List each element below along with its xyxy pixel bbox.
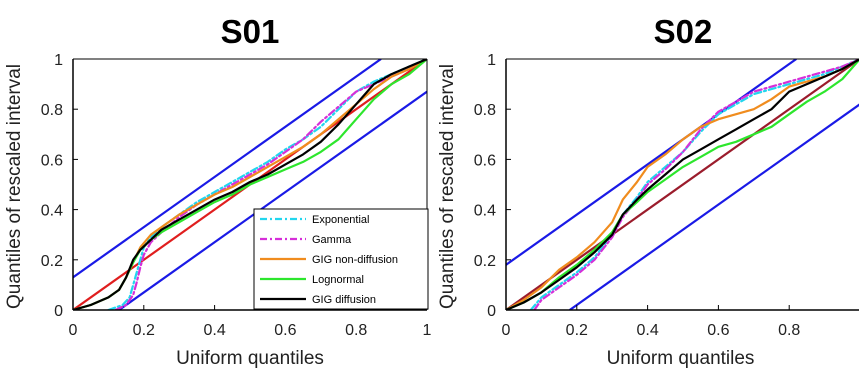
- series-line-gig-diffusion: [73, 59, 427, 310]
- x-tick-label: 0: [69, 322, 78, 339]
- y-tick-label: 0.6: [41, 152, 63, 169]
- reference-line-lower-bound: [118, 90, 427, 310]
- x-tick-label: 0.4: [203, 322, 225, 339]
- x-tick-label: 0.4: [636, 322, 658, 339]
- legend-label-gig-diffusion: GIG diffusion: [312, 294, 376, 306]
- x-tick-label: 0.2: [133, 322, 155, 339]
- y-tick-label: 1: [487, 52, 496, 69]
- x-axis-label: Uniform quantiles: [607, 348, 755, 369]
- y-tick-label: 0.4: [474, 203, 496, 220]
- series-line-gig-diffusion: [506, 59, 859, 310]
- reference-line-lower-bound: [569, 103, 859, 310]
- reference-line-upper-bound: [73, 59, 382, 279]
- reference-line-identity: [506, 59, 859, 310]
- reference-line-upper-bound: [506, 59, 797, 266]
- x-tick-label: 0.8: [778, 322, 800, 339]
- y-tick-label: 0.6: [474, 152, 496, 169]
- x-tick-label: 1: [423, 322, 432, 339]
- x-tick-label: 0: [502, 322, 511, 339]
- plot-area: [506, 59, 859, 310]
- legend-label-exponential: Exponential: [312, 214, 370, 226]
- y-axis-label: Quantiles of rescaled interval: [4, 64, 25, 309]
- y-axis-label: Quantiles of rescaled interval: [437, 64, 458, 309]
- chart-title: S02: [654, 13, 713, 50]
- y-tick-label: 0.4: [41, 203, 63, 220]
- plot-area: [73, 59, 427, 310]
- legend-label-lognormal: Lognormal: [312, 274, 364, 286]
- x-tick-label: 0.6: [707, 322, 729, 339]
- series-line-lognormal: [506, 59, 859, 310]
- x-tick-label: 0.8: [345, 322, 367, 339]
- x-axis-label: Uniform quantiles: [176, 348, 324, 369]
- y-tick-label: 0: [54, 303, 63, 320]
- y-tick-label: 0.8: [474, 102, 496, 119]
- legend: Exponential Gamma GIG non-diffusion Lognorm…: [253, 208, 429, 310]
- legend-label-gamma: Gamma: [312, 234, 352, 246]
- y-tick-label: 0.2: [474, 253, 496, 270]
- legend-label-gig-non-diffusion: GIG non-diffusion: [312, 254, 398, 266]
- chart-title: S01: [221, 13, 280, 50]
- x-tick-label: 0.6: [274, 322, 296, 339]
- y-tick-label: 1: [54, 52, 63, 69]
- chart-s01: S01 0 0.2 0.4 0.6 0.8 1 0 0.2 0.4 0.6 0.8 1 Uniform q…: [4, 13, 432, 369]
- chart-s02: S02 0 0.2 0.4 0.6 0.8 0 0.2 0.4 0.6 0.8 1 Uniform qu…: [437, 13, 859, 369]
- series-line-gig-non-diffusion: [506, 59, 859, 310]
- series-line-gamma: [533, 59, 859, 310]
- series-line-gamma: [114, 59, 427, 310]
- y-tick-label: 0.8: [41, 102, 63, 119]
- x-tick-label: 0.2: [566, 322, 588, 339]
- y-tick-label: 0: [487, 303, 496, 320]
- y-tick-label: 0.2: [41, 253, 63, 270]
